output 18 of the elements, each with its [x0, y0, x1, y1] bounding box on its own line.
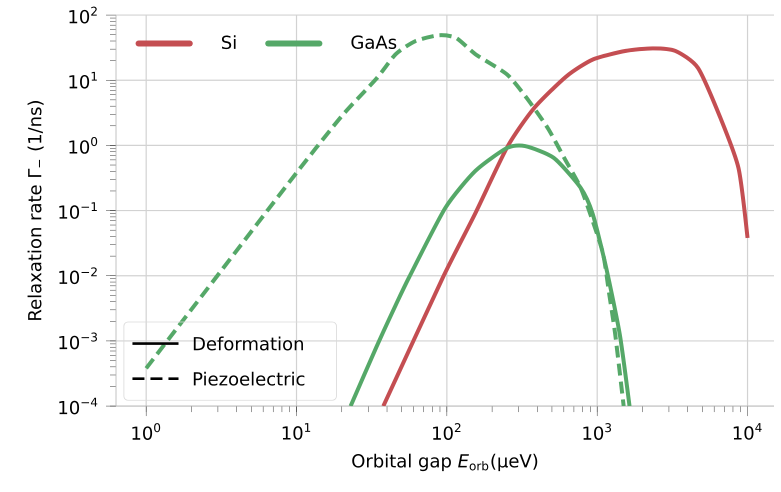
y-tick-label: 10$^{1}$: [69, 72, 97, 89]
x-tick-label: 10$^{4}$: [734, 423, 762, 440]
annotation: Piezoelectric: [194, 372, 304, 386]
x-tick-label: 10$^{2}$: [433, 423, 460, 440]
y-tick-label: 10$^{0}$: [69, 136, 98, 154]
y-tick-label: 10$^{−1}$: [59, 202, 97, 219]
y-tick-label: 10$^{2}$: [69, 6, 97, 24]
x-tick-label: 10$^{0}$: [132, 423, 160, 440]
y-tick-label: 10$^{−3}$: [59, 332, 97, 350]
x-axis-title: Orbital gap E$_{orb}$(μeV): [352, 454, 538, 472]
x-tick-label: 10$^{1}$: [282, 423, 310, 440]
x-tick-label: 10$^{3}$: [583, 423, 612, 440]
legend-label: Si: [222, 35, 236, 50]
annotation: Deformation: [194, 336, 303, 350]
legend-label: GaAs: [351, 35, 396, 49]
y-tick-label: 10$^{−4}$: [59, 398, 98, 414]
y-axis-title: Relaxation rate Γ$_{−}$ (1/ns): [28, 101, 44, 320]
y-tick-label: 10$^{−2}$: [59, 267, 97, 284]
